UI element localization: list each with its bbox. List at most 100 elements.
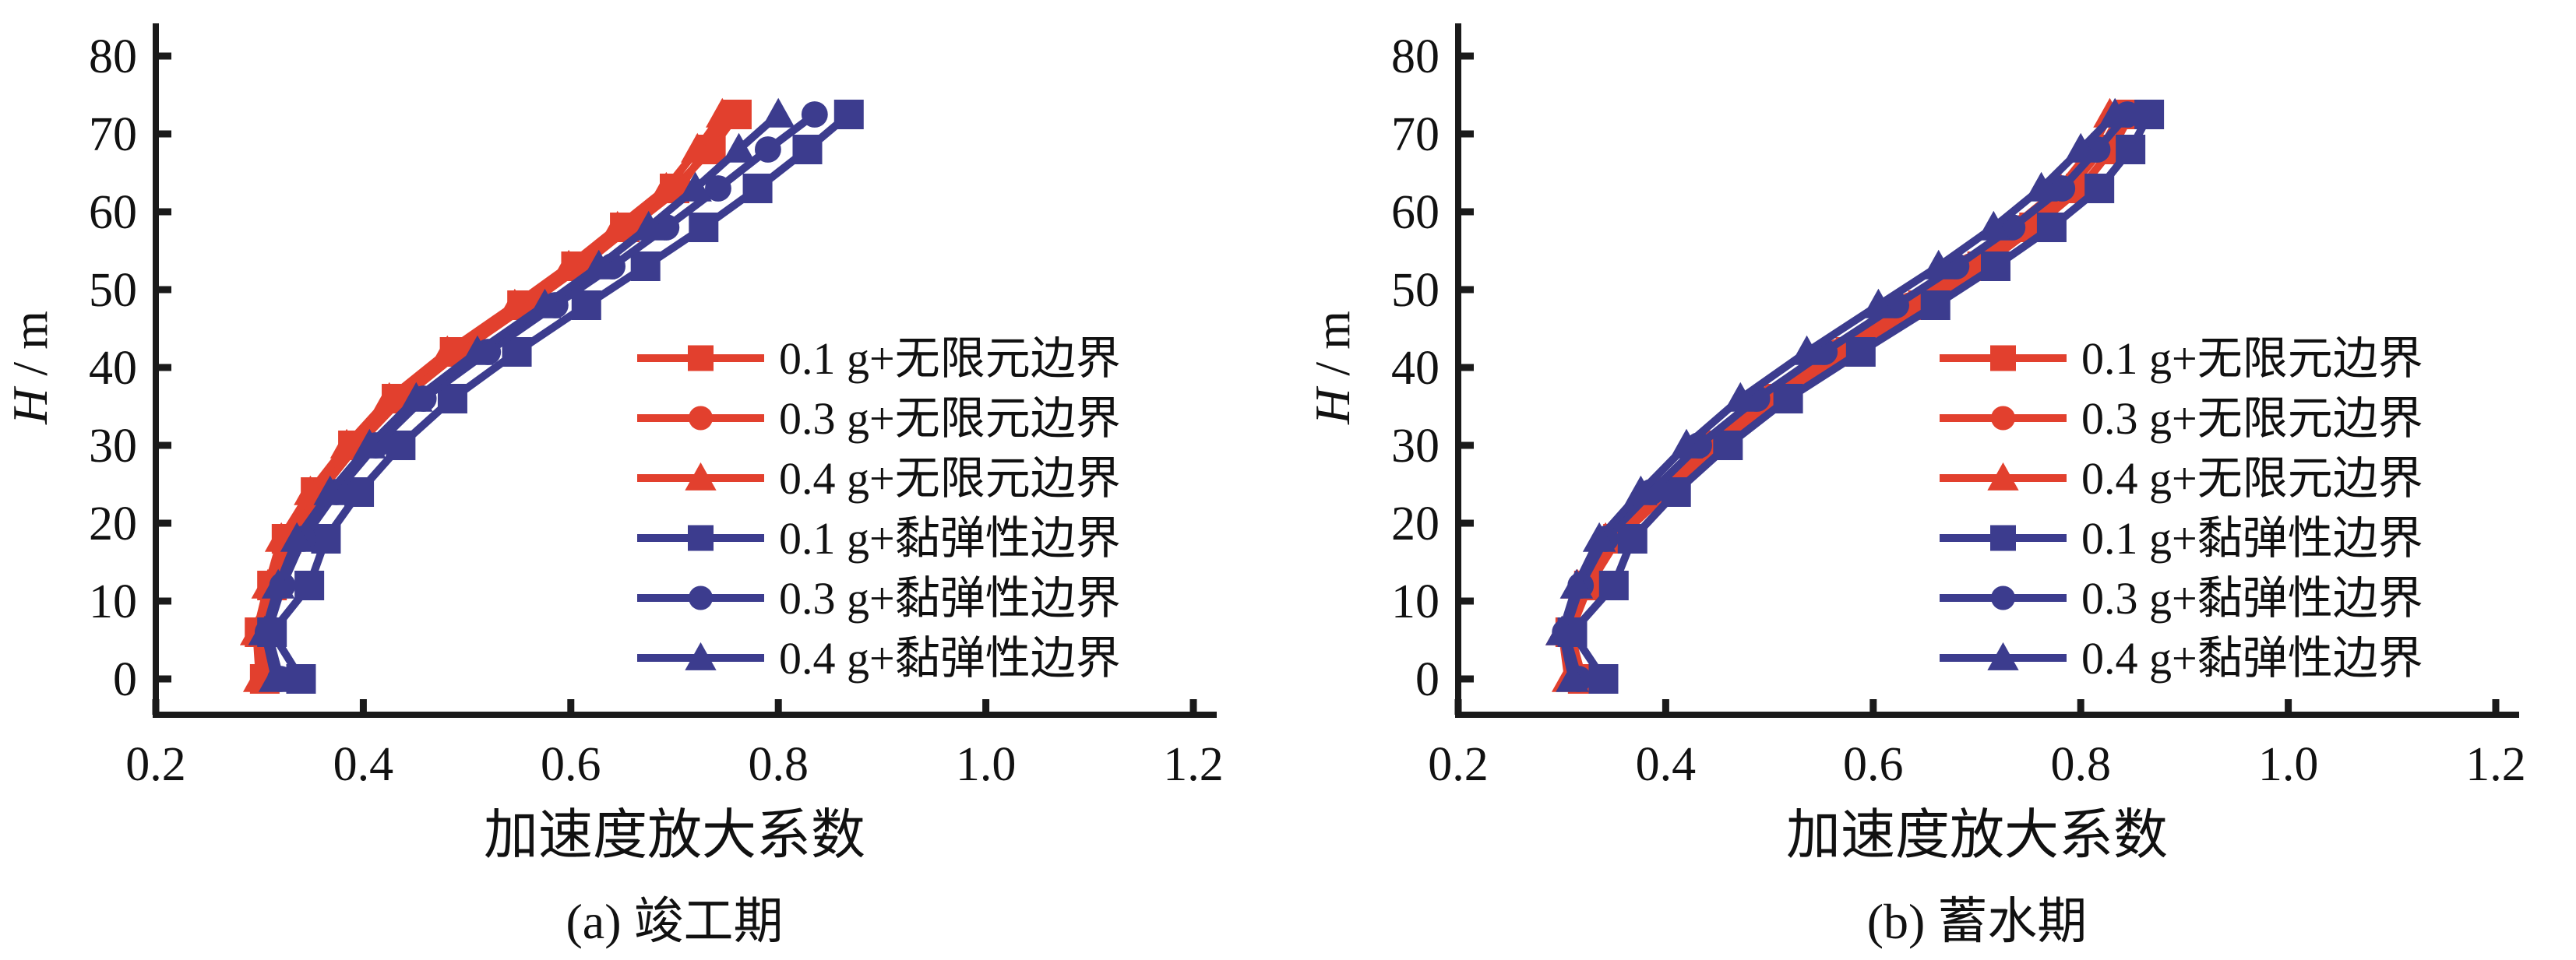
y-tick-label: 20 — [1391, 498, 1440, 550]
chart-b-container: 0.2 0.4 0.6 0.8 1.0 1.2 0 10 20 30 40 50 60 70 80 H / m… — [1302, 0, 2576, 960]
y-tick-label: 80 — [1391, 30, 1440, 83]
x-tick-label: 1.2 — [1163, 738, 1224, 791]
legend-label: 0.1 g+无限元边界 — [779, 333, 1121, 384]
series-a-5 — [248, 97, 795, 692]
legend-item: 0.1 g+黏弹性边界 — [1940, 513, 2423, 564]
series-a-2 — [239, 97, 739, 692]
data-point-square-icon — [792, 135, 823, 164]
data-point-square-icon — [742, 174, 773, 203]
y-tick-label: 40 — [89, 342, 137, 395]
data-point-triangle-icon — [248, 615, 282, 645]
legend-item: 0.4 g+无限元边界 — [1940, 453, 2423, 504]
data-point-triangle-icon — [1545, 615, 1579, 645]
data-point-triangle-icon — [650, 171, 683, 202]
legend-item: 0.1 g+无限元边界 — [1940, 333, 2423, 384]
data-point-square-icon — [1713, 431, 1743, 460]
data-point-square-icon — [630, 251, 661, 281]
data-point-square-icon — [689, 213, 719, 242]
data-point-square-icon — [294, 571, 325, 600]
legend-triangle-marker-icon — [1987, 642, 2019, 670]
data-point-triangle-icon — [761, 97, 795, 128]
y-tick-label: 30 — [1391, 420, 1440, 473]
data-point-square-icon — [1773, 384, 1803, 413]
legend-circle-marker-icon — [1990, 585, 2016, 610]
data-point-square-icon — [1588, 664, 1619, 694]
y-tick-label: 70 — [89, 108, 137, 161]
data-point-triangle-icon — [498, 288, 532, 318]
legend-circle-marker-icon — [1990, 406, 2016, 431]
legend: 0.1 g+无限元边界 0.3 g+无限元边界 0.4 g+无限元边界 0.1 g+黏… — [637, 333, 1121, 684]
legend-label: 0.3 g+无限元边界 — [779, 393, 1121, 444]
x-tick-label: 0.6 — [1843, 738, 1904, 791]
data-point-square-icon — [1980, 251, 2010, 281]
y-tick-label: 30 — [89, 420, 137, 473]
y-tick-label: 0 — [113, 653, 137, 706]
data-point-triangle-icon — [722, 132, 756, 163]
y-axis-label: H / m — [1305, 311, 1360, 425]
x-tick-label: 0.2 — [1428, 738, 1489, 791]
legend-label: 0.4 g+无限元边界 — [779, 453, 1121, 504]
legend-circle-marker-icon — [688, 406, 714, 431]
data-point-square-icon — [1920, 290, 1951, 320]
series-b-5 — [1545, 97, 2132, 692]
chart-caption: (b) 蓄水期 — [1867, 894, 2088, 949]
legend-label: 0.3 g+无限元边界 — [2081, 393, 2423, 444]
y-tick-label: 80 — [89, 30, 137, 83]
legend-item: 0.3 g+无限元边界 — [637, 393, 1121, 444]
data-point-square-icon — [1598, 571, 1629, 600]
legend-circle-marker-icon — [688, 585, 714, 610]
data-point-circle-icon — [2049, 175, 2076, 202]
x-tick-label: 1.0 — [2258, 738, 2319, 791]
data-point-triangle-icon — [431, 335, 464, 365]
legend-square-marker-icon — [688, 345, 714, 371]
chart-caption: (a) 竣工期 — [566, 894, 783, 949]
data-point-square-icon — [1617, 524, 1647, 554]
y-tick-label: 50 — [89, 264, 137, 317]
data-point-triangle-icon — [313, 475, 347, 505]
legend-item: 0.4 g+无限元边界 — [637, 453, 1121, 504]
legend-item: 0.4 g+黏弹性边界 — [1940, 633, 2423, 684]
y-tick-label: 50 — [1391, 264, 1440, 317]
y-tick-label: 10 — [1391, 575, 1440, 628]
chart-a-svg: 0.2 0.4 0.6 0.8 1.0 1.2 0 10 20 30 40 50 60 70 80 H / m… — [2, 23, 1224, 949]
legend-square-marker-icon — [688, 525, 714, 551]
legend-triangle-marker-icon — [685, 642, 717, 670]
x-tick-label: 1.2 — [2465, 738, 2526, 791]
x-tick-label: 0.6 — [541, 738, 601, 791]
data-point-triangle-icon — [372, 382, 406, 412]
legend-item: 0.1 g+无限元边界 — [637, 333, 1121, 384]
legend-triangle-marker-icon — [1987, 462, 2019, 491]
legend-label: 0.4 g+无限元边界 — [2081, 453, 2423, 504]
data-point-circle-icon — [754, 136, 781, 163]
x-tick-label: 0.4 — [333, 738, 394, 791]
data-point-triangle-icon — [678, 171, 712, 202]
data-point-triangle-icon — [2063, 132, 2098, 163]
data-point-triangle-icon — [1669, 428, 1704, 459]
chart-b-svg: 0.2 0.4 0.6 0.8 1.0 1.2 0 10 20 30 40 50 60 70 80 H / m… — [1305, 23, 2526, 949]
legend: 0.1 g+无限元边界 0.3 g+无限元边界 0.4 g+无限元边界 0.1 g+黏… — [1940, 333, 2423, 684]
x-axis-label: 加速度放大系数 — [484, 806, 865, 866]
data-point-square-icon — [1845, 337, 1876, 367]
y-tick-label: 40 — [1391, 342, 1440, 395]
data-point-square-icon — [2036, 213, 2067, 242]
data-point-triangle-icon — [551, 249, 586, 280]
legend-square-marker-icon — [1990, 345, 2016, 371]
x-tick-label: 0.8 — [2050, 738, 2111, 791]
data-point-triangle-icon — [1724, 382, 1757, 412]
data-point-triangle-icon — [329, 428, 364, 459]
data-point-triangle-icon — [2025, 171, 2058, 202]
legend-label: 0.4 g+黏弹性边界 — [779, 633, 1121, 684]
y-tick-label: 60 — [89, 186, 137, 239]
data-point-square-icon — [2116, 135, 2146, 164]
y-tick-label: 60 — [1391, 186, 1440, 239]
data-point-triangle-icon — [582, 249, 616, 280]
data-point-triangle-icon — [261, 568, 295, 599]
legend-item: 0.4 g+黏弹性边界 — [637, 633, 1121, 684]
data-point-triangle-icon — [1922, 249, 1955, 280]
data-point-triangle-icon — [1559, 568, 1594, 599]
data-point-triangle-icon — [528, 288, 562, 318]
x-axis-label: 加速度放大系数 — [1786, 806, 2168, 866]
data-point-triangle-icon — [1862, 288, 1895, 318]
data-point-triangle-icon — [400, 382, 433, 412]
legend-item: 0.3 g+无限元边界 — [1940, 393, 2423, 444]
